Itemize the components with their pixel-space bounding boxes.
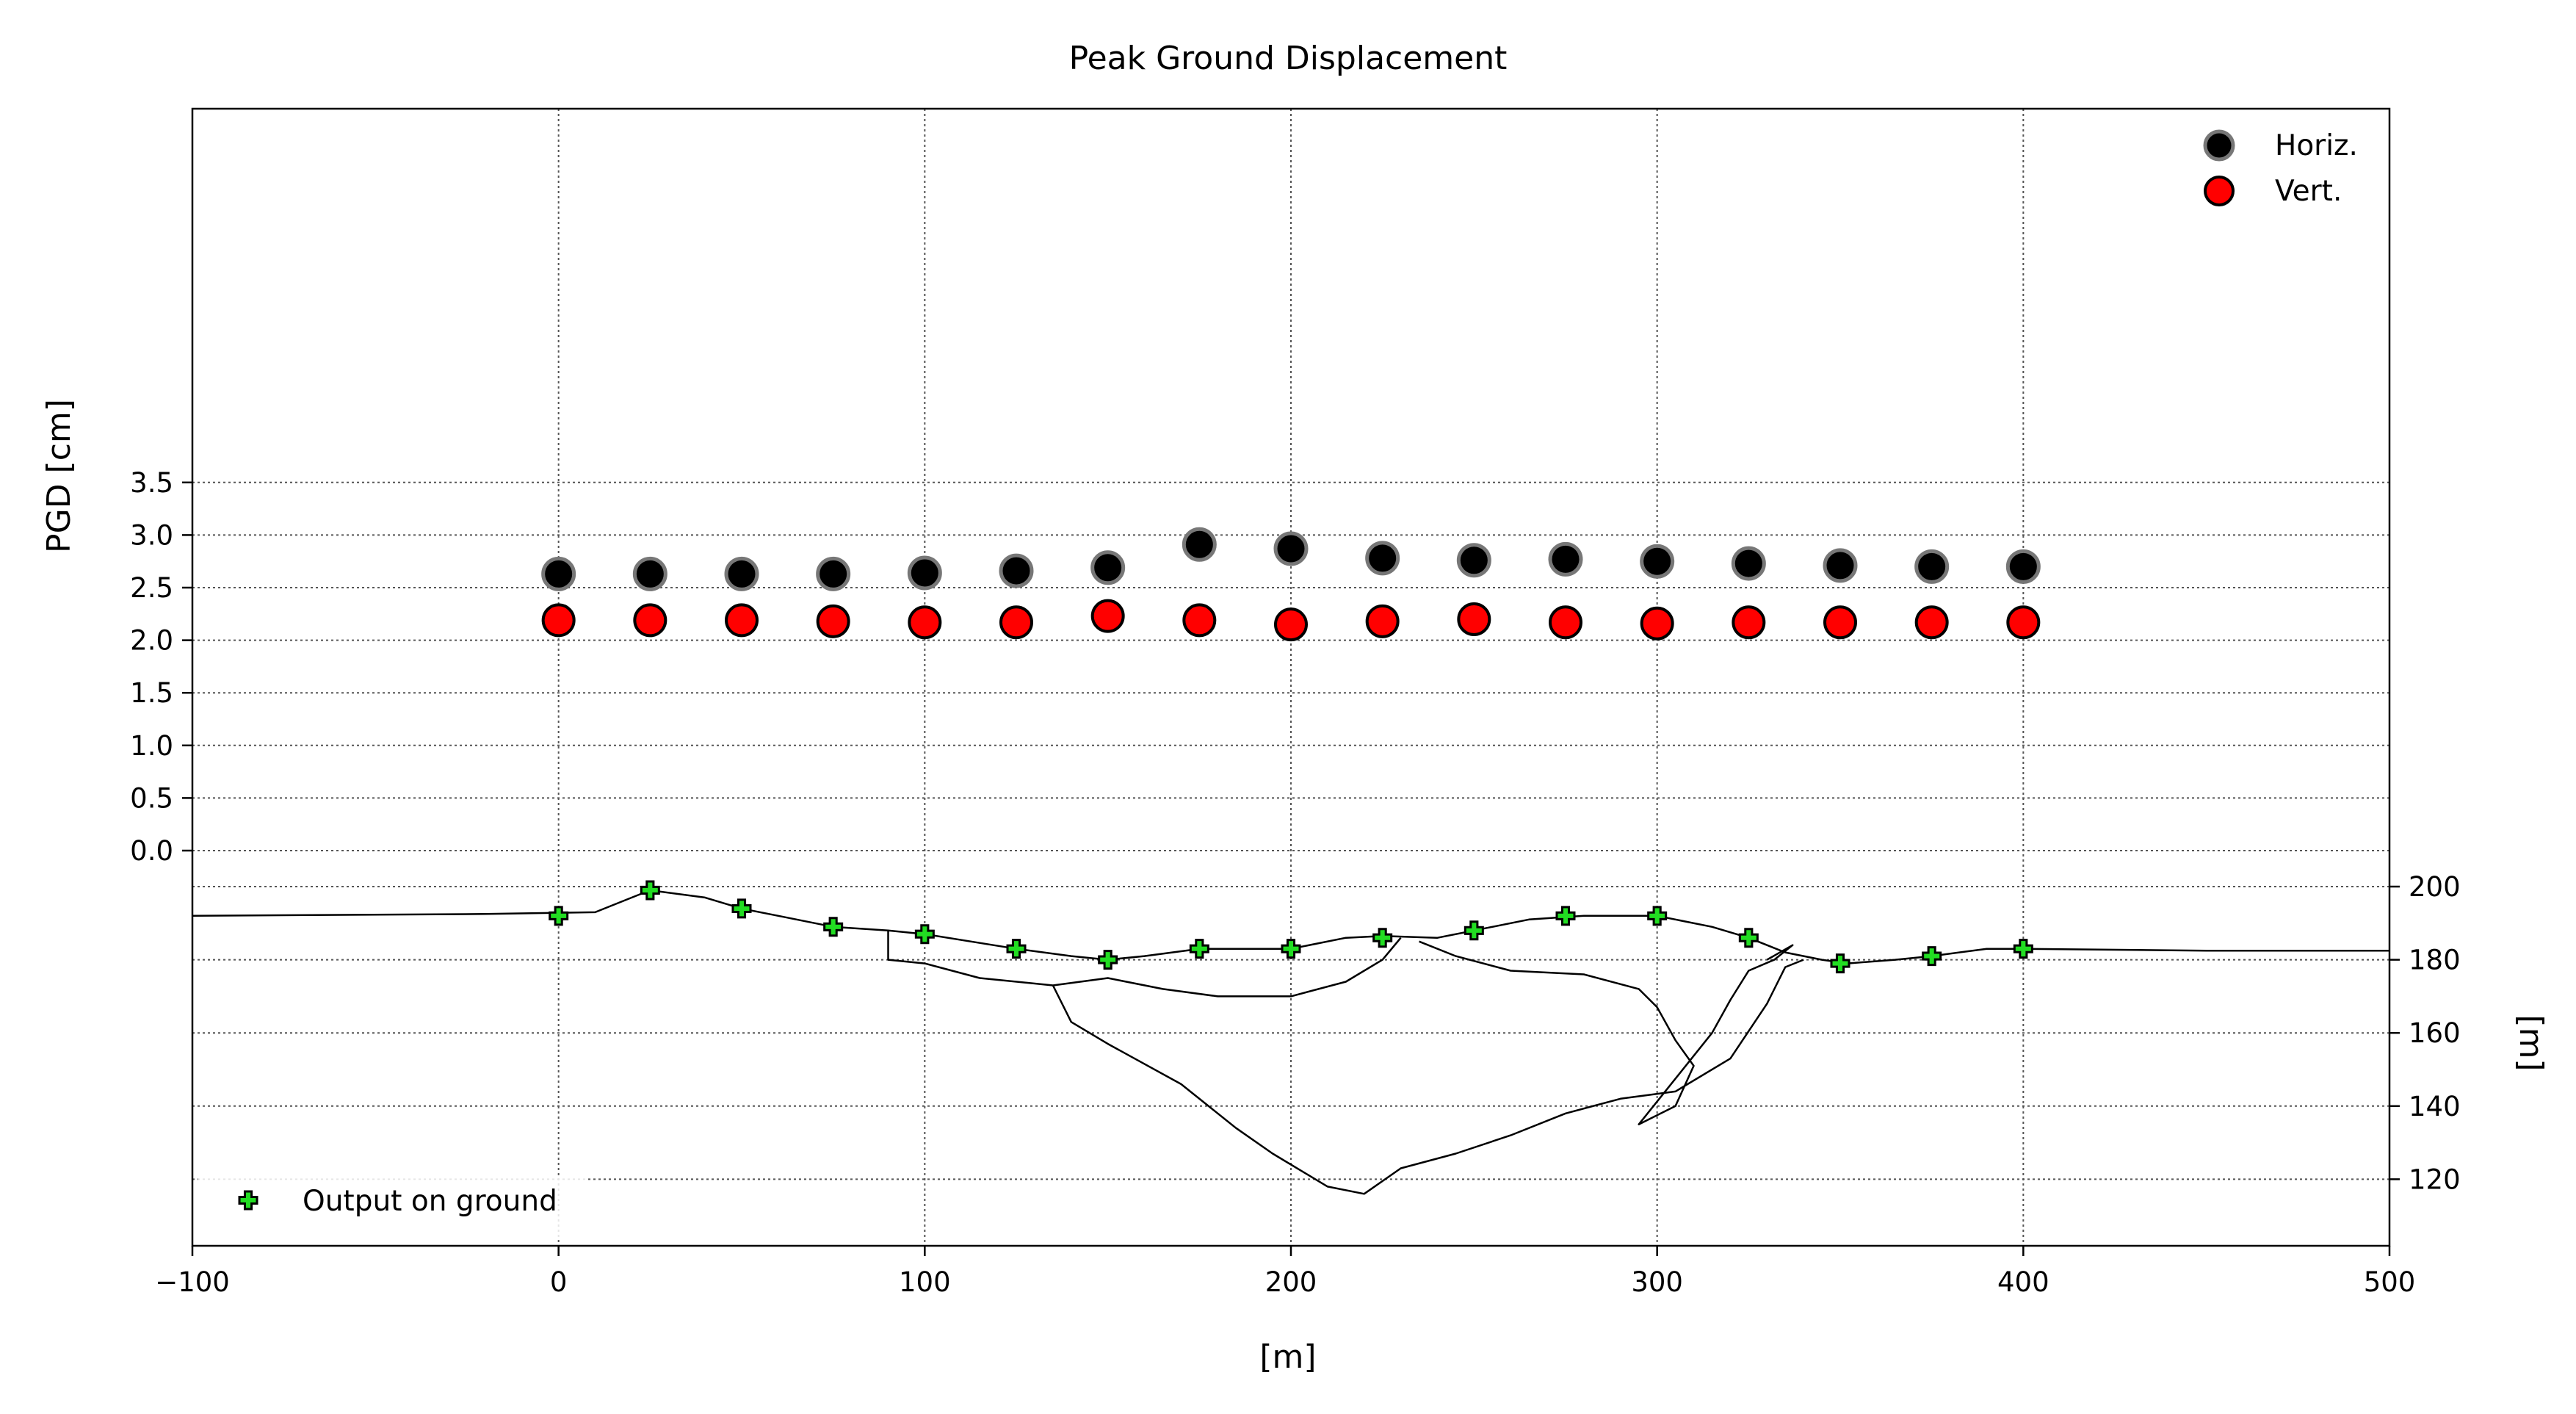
horiz-point — [1823, 548, 1858, 583]
horiz-point — [999, 553, 1034, 588]
plot-frame — [191, 107, 2391, 1247]
ground-surface-line — [192, 889, 2389, 964]
output-point — [549, 906, 569, 926]
x-tick-label: 400 — [1997, 1266, 2049, 1298]
horiz-point — [1914, 549, 1950, 584]
legend: Horiz. Vert. Output on ground — [198, 121, 2376, 1239]
chart-title: Peak Ground Displacement — [1069, 40, 1508, 77]
horiz-point — [1548, 541, 1583, 577]
horiz-point — [1456, 543, 1491, 578]
y-tick-label: 1.0 — [130, 730, 173, 762]
x-tick-label: −100 — [155, 1266, 230, 1298]
vert-point — [725, 603, 759, 638]
horiz-point — [1640, 544, 1675, 579]
output-point — [1281, 939, 1301, 959]
x-tick-label: 500 — [2364, 1266, 2416, 1298]
y-tick-label: 0.5 — [130, 782, 173, 814]
vert-point — [1274, 607, 1308, 642]
vert-point — [1457, 602, 1491, 636]
vert-point — [1182, 603, 1217, 638]
output-point — [1189, 939, 1209, 959]
output-point — [731, 898, 752, 919]
layer-boundary-line — [1419, 940, 1794, 1125]
horiz-point — [2005, 549, 2041, 584]
horiz-point — [1731, 546, 1766, 581]
y2-tick-label: 160 — [2409, 1017, 2461, 1049]
y2-tick-label: 180 — [2409, 945, 2461, 976]
y2-axis-label: [m] — [2512, 1014, 2550, 1071]
vert-point — [1914, 605, 1949, 640]
y2-tick-label: 140 — [2409, 1091, 2461, 1122]
output-point — [1738, 928, 1759, 948]
legend-horiz-label: Horiz. — [2275, 129, 2358, 162]
y-tick-label: 0.0 — [130, 835, 173, 867]
output-point — [1555, 906, 1576, 926]
output-point — [1922, 946, 1942, 967]
vert-point — [2006, 605, 2041, 640]
y-tick-label: 2.0 — [130, 625, 173, 657]
horiz-point — [816, 556, 851, 591]
vert-point — [816, 604, 850, 638]
x-tick-label: 200 — [1265, 1266, 1317, 1298]
x-axis-label: [m] — [1259, 1338, 1316, 1376]
horiz-point — [1365, 541, 1400, 576]
output-point — [1464, 920, 1484, 941]
x-tick-label: 300 — [1631, 1266, 1683, 1298]
output-point — [914, 924, 935, 945]
output-point — [1098, 950, 1118, 970]
horiz-point — [541, 556, 576, 591]
output-point — [640, 880, 660, 901]
x-tick-label: 100 — [899, 1266, 951, 1298]
vert-point — [1090, 599, 1125, 633]
output-point — [2013, 939, 2033, 959]
legend-vert-label: Vert. — [2275, 175, 2342, 208]
x-tick-label: 0 — [550, 1266, 568, 1298]
vert-point — [633, 603, 667, 638]
vert-point — [541, 603, 576, 638]
vert-point — [1823, 605, 1857, 640]
output-point — [1006, 939, 1027, 959]
vert-point — [999, 605, 1033, 640]
y-tick-label: 1.5 — [130, 677, 173, 709]
y-tick-label: 2.5 — [130, 572, 173, 604]
legend-output-label: Output on ground — [303, 1185, 557, 1218]
output-point — [1830, 953, 1850, 974]
legend-horiz-marker — [2203, 129, 2235, 162]
horiz-point — [1182, 527, 1217, 562]
y-axis-label: PGD [cm] — [40, 399, 78, 553]
y-tick-label: 3.5 — [130, 467, 173, 499]
horiz-point — [632, 556, 667, 591]
vert-point — [1732, 605, 1766, 640]
axes-layer: −100 0 100 200 300 400 500 0.0 0.5 1.0 1.5 2.0 2.5 3.… — [130, 107, 2461, 1298]
horiz-point — [1273, 531, 1309, 566]
y2-tick-label: 200 — [2409, 871, 2461, 903]
profile-layer — [192, 889, 2389, 1195]
legend-output-marker — [238, 1190, 258, 1211]
output-point — [823, 917, 844, 937]
vert-point — [1549, 605, 1582, 640]
vert-point — [1365, 604, 1400, 638]
legend-box-output — [198, 1177, 587, 1239]
legend-vert-marker — [2204, 176, 2235, 206]
y2-tick-label: 120 — [2409, 1164, 2461, 1195]
layer-boundary-line — [1052, 959, 1804, 1195]
output-point — [1647, 906, 1668, 926]
y-tick-label: 3.0 — [130, 519, 173, 551]
vert-point — [908, 605, 942, 640]
marker-layer — [541, 527, 2041, 974]
layer-boundary-line — [887, 930, 1402, 998]
horiz-point — [1090, 550, 1126, 585]
horiz-point — [724, 556, 759, 591]
output-point — [1372, 928, 1393, 948]
vert-point — [1640, 606, 1674, 641]
horiz-point — [907, 555, 942, 591]
